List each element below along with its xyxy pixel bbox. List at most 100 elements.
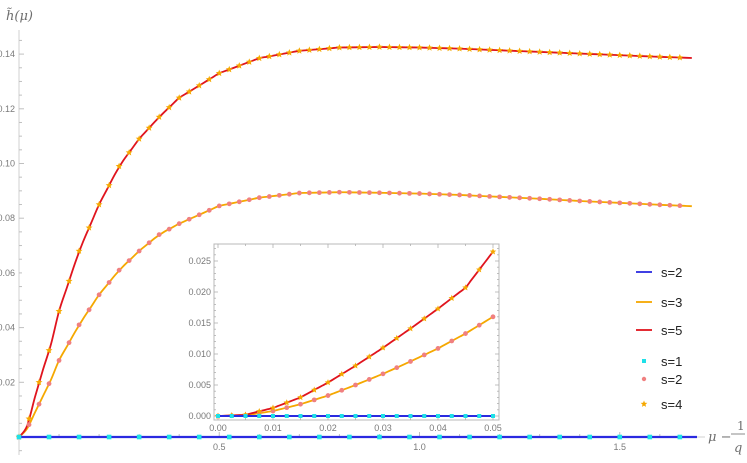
inset-marker-s2 [311,397,317,403]
inset-marker-s1 [381,414,385,418]
marker-s2 [607,200,613,205]
marker-s4 [205,75,213,83]
legend-label: s=4 [661,397,682,412]
inset-marker-s4 [269,404,277,411]
marker-s2 [627,200,633,206]
marker-s2 [387,190,392,196]
marker-s2 [316,190,322,196]
marker-s2 [637,201,643,207]
marker-s2 [26,422,32,428]
inset-y-tick-label: 0.000 [188,411,211,421]
inset-marker-s4 [352,362,359,369]
marker-s1 [287,434,292,440]
inset-marker-s4 [366,353,373,360]
inset-marker-s1 [367,414,372,418]
inset-marker-s4 [462,284,469,291]
inset-x-tick-label: 0.05 [484,423,502,433]
marker-s2 [256,195,262,201]
inset-y-tick-label: 0.020 [188,287,211,297]
inset-marker-s1 [271,414,275,418]
marker-s4 [295,47,303,54]
inset-marker-s2 [490,314,496,320]
x-axis-title: μ − 1 q [708,419,745,456]
inset-marker-s2 [394,365,400,371]
marker-s2 [46,381,52,387]
inset-marker-s4 [434,305,442,312]
marker-s4 [215,69,223,77]
marker-s4 [135,135,143,142]
marker-s2 [547,196,553,202]
marker-s1 [76,434,82,440]
marker-s4 [426,44,433,51]
inset-marker-s1 [408,414,413,418]
marker-s4 [225,65,233,73]
marker-s1 [226,434,232,440]
legend-marker-star-icon [640,400,648,407]
marker-s1 [647,434,653,440]
marker-s1 [437,434,442,440]
marker-s4 [406,43,413,51]
inset-x-tick-label: 0.00 [209,423,227,433]
inset-marker-s4 [393,334,400,341]
marker-s2 [166,226,172,232]
inset-marker-s2 [298,401,303,407]
marker-s2 [146,240,152,246]
marker-s4 [416,43,423,51]
inset-y-tick-label: 0.010 [188,349,211,359]
marker-s1 [257,434,262,440]
marker-s2 [447,192,452,198]
marker-s4 [195,81,203,89]
marker-s4 [556,49,564,56]
inset-y-tick-label: 0.015 [188,318,211,328]
inset-x-tick-label: 0.03 [374,423,392,433]
marker-s2 [647,201,653,207]
marker-s4 [45,346,53,354]
marker-s2 [417,191,422,196]
marker-s2 [56,358,62,363]
marker-s2 [517,195,523,201]
inset-marker-s2 [325,393,331,398]
marker-s2 [226,201,232,207]
marker-s4 [456,45,463,52]
marker-s2 [407,190,412,196]
marker-s2 [657,202,663,208]
marker-s4 [446,44,453,52]
marker-s2 [186,216,192,222]
marker-s1 [677,434,683,440]
marker-s4 [325,44,333,52]
inset-marker-s4 [407,325,414,332]
inset-marker-s2 [435,346,441,351]
inset-marker-s1 [216,414,220,418]
marker-s2 [136,248,142,254]
inset-marker-s1 [243,414,248,418]
marker-s2 [577,198,583,204]
x-axis-title-numerator: 1 [737,419,745,433]
marker-s4 [656,53,664,60]
inset-marker-s2 [408,359,413,364]
inset-marker-s2 [421,352,427,358]
legend-label: s=5 [661,323,682,338]
inset-marker-s2 [476,322,482,328]
marker-s4 [125,148,133,156]
marker-s4 [536,48,544,55]
inset-frame [213,243,500,421]
y-axis-title: h̃(μ) [6,7,33,24]
inset-marker-s4 [283,399,290,406]
marker-s4 [25,415,33,422]
legend-label: s=2 [661,265,682,280]
marker-s2 [156,232,162,238]
marker-s4 [55,307,63,315]
marker-s2 [357,190,362,195]
marker-s1 [317,434,322,440]
marker-s4 [606,51,614,58]
marker-s2 [527,195,533,201]
marker-s4 [436,44,443,51]
inset-marker-s1 [284,414,289,418]
legend-marker-square-icon [642,359,646,363]
inset-y-tick-label: 0.025 [188,256,211,266]
marker-s2 [236,199,242,205]
legend: s=2 s=3 s=5 s=1 s=2 s=4 [636,265,682,412]
marker-s2 [587,199,593,204]
marker-s2 [76,322,82,328]
